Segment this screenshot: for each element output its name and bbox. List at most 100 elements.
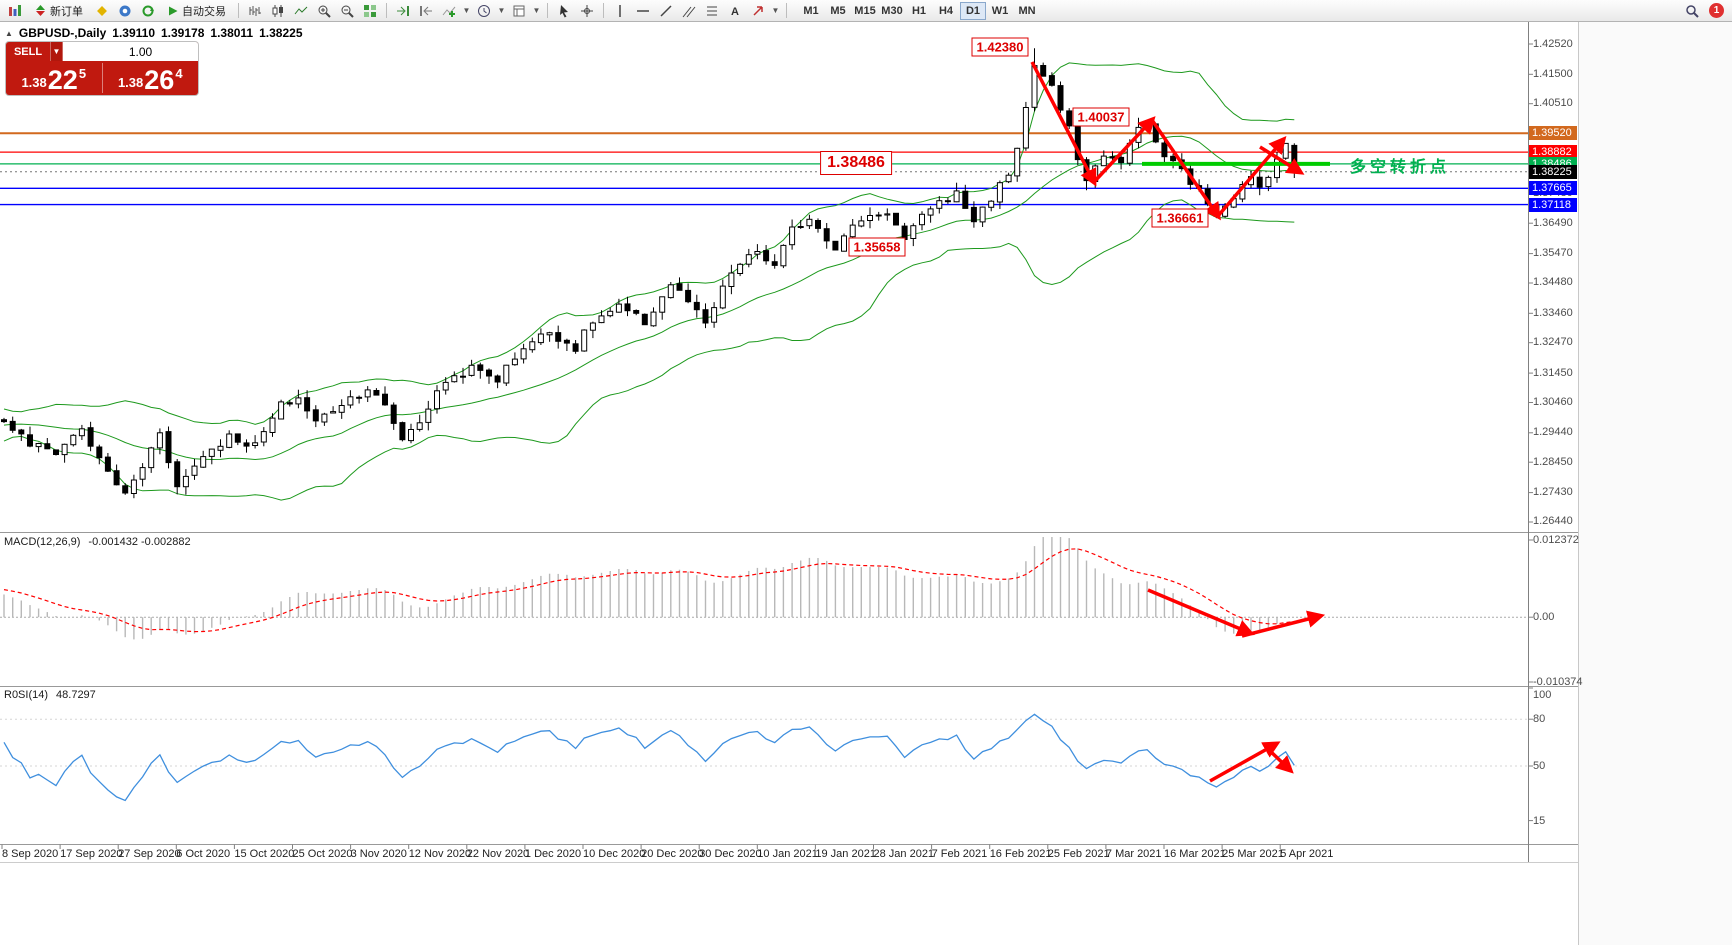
macd-axis-tick: -0.010374 (1533, 675, 1583, 688)
macd-label-row: MACD(12,26,9) -0.001432 -0.002882 (4, 536, 191, 548)
tab-timeframe-d1[interactable]: D1 (960, 1, 986, 20)
chart-shift-button[interactable] (415, 1, 437, 21)
metaeditor-button[interactable] (91, 1, 113, 21)
price-callout[interactable]: 1.35658 (848, 237, 906, 257)
price-callout[interactable]: 1.40037 (1072, 107, 1130, 127)
charts-button[interactable] (4, 1, 26, 21)
bar-chart-icon (248, 4, 262, 18)
price-divider (101, 63, 103, 93)
search-icon (1685, 4, 1699, 18)
macd-axis-tick: 0.012372 (1533, 533, 1579, 546)
turning-point-note[interactable]: 多空转折点 (1350, 159, 1451, 176)
new-order-button[interactable]: 新订单 (27, 1, 90, 21)
rsi-label-row: R0SI(14) 48.7297 (4, 689, 96, 701)
search-button[interactable] (1681, 1, 1703, 21)
channel-tool-button[interactable] (678, 1, 700, 21)
tab-timeframe-h4[interactable]: H4 (933, 2, 959, 20)
tab-timeframe-m5[interactable]: M5 (825, 2, 851, 20)
buy-price-big: 26 (144, 65, 175, 95)
time-axis-label: 22 Nov 2020 (466, 848, 530, 860)
notification-badge[interactable]: 1 (1709, 3, 1724, 18)
toolbar-separator (547, 3, 548, 18)
one-click-toggle-icon[interactable]: ▲ (5, 28, 13, 38)
horizontal-line-icon (636, 4, 650, 18)
time-axis-label: 10 Dec 2020 (583, 848, 646, 860)
time-axis-label: 8 Sep 2020 (2, 848, 59, 860)
indicators-button[interactable] (438, 1, 460, 21)
zoom-out-button[interactable] (336, 1, 358, 21)
sell-button[interactable]: SELL (6, 42, 50, 61)
price-axis-tick: 1.27430 (1533, 486, 1573, 499)
cursor-tool-button[interactable] (553, 1, 575, 21)
templates-icon (512, 4, 526, 18)
tab-timeframe-m30[interactable]: M30 (879, 2, 905, 20)
time-axis-label: 10 Jan 2021 (757, 848, 818, 860)
trade-panel-top-row: SELL ▼ ▲ ▼ ▲ BUY (6, 42, 198, 61)
candlestick-chart-type-button[interactable] (267, 1, 289, 21)
vertical-line-tool-button[interactable] (609, 1, 631, 21)
price-axis-tick: 1.26440 (1533, 515, 1573, 528)
refresh-button[interactable] (137, 1, 159, 21)
rsi-value: 48.7297 (56, 689, 96, 701)
tab-timeframe-h1[interactable]: H1 (906, 2, 932, 20)
trendline-tool-button[interactable] (655, 1, 677, 21)
tile-windows-icon (363, 4, 377, 18)
bid-price-label: 1.38225 (1529, 164, 1577, 179)
arrows-tool-button[interactable] (747, 1, 769, 21)
rsi-axis-tick: 50 (1533, 760, 1546, 772)
autotrading-play-icon (167, 5, 179, 17)
price-axis-tick: 1.34480 (1533, 276, 1573, 289)
horizontal-line-tool-button[interactable] (632, 1, 654, 21)
zoom-out-icon (340, 4, 354, 18)
price-axis-tick: 1.31450 (1533, 366, 1573, 379)
zoom-in-icon (317, 4, 331, 18)
tab-timeframe-m15[interactable]: M15 (852, 2, 878, 20)
chart-header: ▲ GBPUSD-,Daily 1.39110 1.39178 1.38011 … (5, 26, 303, 40)
toolbar-separator (786, 3, 787, 18)
templates-dropdown-caret[interactable]: ▼ (531, 1, 542, 21)
tab-timeframe-m1[interactable]: M1 (798, 2, 824, 20)
bar-chart-type-button[interactable] (244, 1, 266, 21)
fibonacci-tool-button[interactable] (701, 1, 723, 21)
price-callout[interactable]: 1.38486 (820, 151, 892, 175)
buy-price-button[interactable]: 1.38 26 4 (103, 61, 199, 95)
price-callout[interactable]: 1.42380 (971, 37, 1029, 57)
price-line-label: 1.37118 (1529, 197, 1577, 212)
new-order-label: 新订单 (50, 5, 83, 18)
text-tool-button[interactable]: A (724, 1, 746, 21)
time-axis-label: 16 Feb 2021 (989, 848, 1052, 860)
equidistant-channel-icon (682, 4, 696, 18)
community-icon (118, 4, 132, 18)
crosshair-tool-button[interactable] (576, 1, 598, 21)
templates-button[interactable] (508, 1, 530, 21)
auto-scroll-button[interactable] (392, 1, 414, 21)
sell-price-button[interactable]: 1.38 22 5 (6, 61, 102, 95)
line-chart-type-button[interactable] (290, 1, 312, 21)
tab-timeframe-mn[interactable]: MN (1014, 2, 1040, 20)
periods-dropdown-caret[interactable]: ▼ (496, 1, 507, 21)
rsi-axis-tick: 100 (1533, 689, 1552, 701)
macd-values: -0.001432 -0.002882 (88, 536, 191, 548)
zoom-in-button[interactable] (313, 1, 335, 21)
bar-chart-window-icon (8, 4, 22, 18)
price-axis-tick: 1.41500 (1533, 67, 1573, 80)
candlestick-chart-icon (271, 4, 285, 18)
arrows-dropdown-caret[interactable]: ▼ (770, 1, 781, 21)
tile-windows-button[interactable] (359, 1, 381, 21)
toolbar-right: 1 (1681, 1, 1728, 21)
volume-input[interactable] (63, 42, 198, 61)
cursor-icon (557, 4, 571, 18)
autotrading-button[interactable]: 自动交易 (160, 1, 233, 21)
sell-options-caret[interactable]: ▼ (50, 42, 63, 61)
indicators-dropdown-caret[interactable]: ▼ (461, 1, 472, 21)
price-callout[interactable]: 1.36661 (1151, 208, 1209, 228)
vertical-line-icon (613, 4, 627, 18)
volume-field: ▲ ▼ (63, 42, 198, 61)
price-axis-tick: 1.30460 (1533, 395, 1573, 408)
tab-timeframe-w1[interactable]: W1 (987, 2, 1013, 20)
community-button[interactable] (114, 1, 136, 21)
arrow-object-icon (751, 4, 765, 18)
periods-button[interactable] (473, 1, 495, 21)
